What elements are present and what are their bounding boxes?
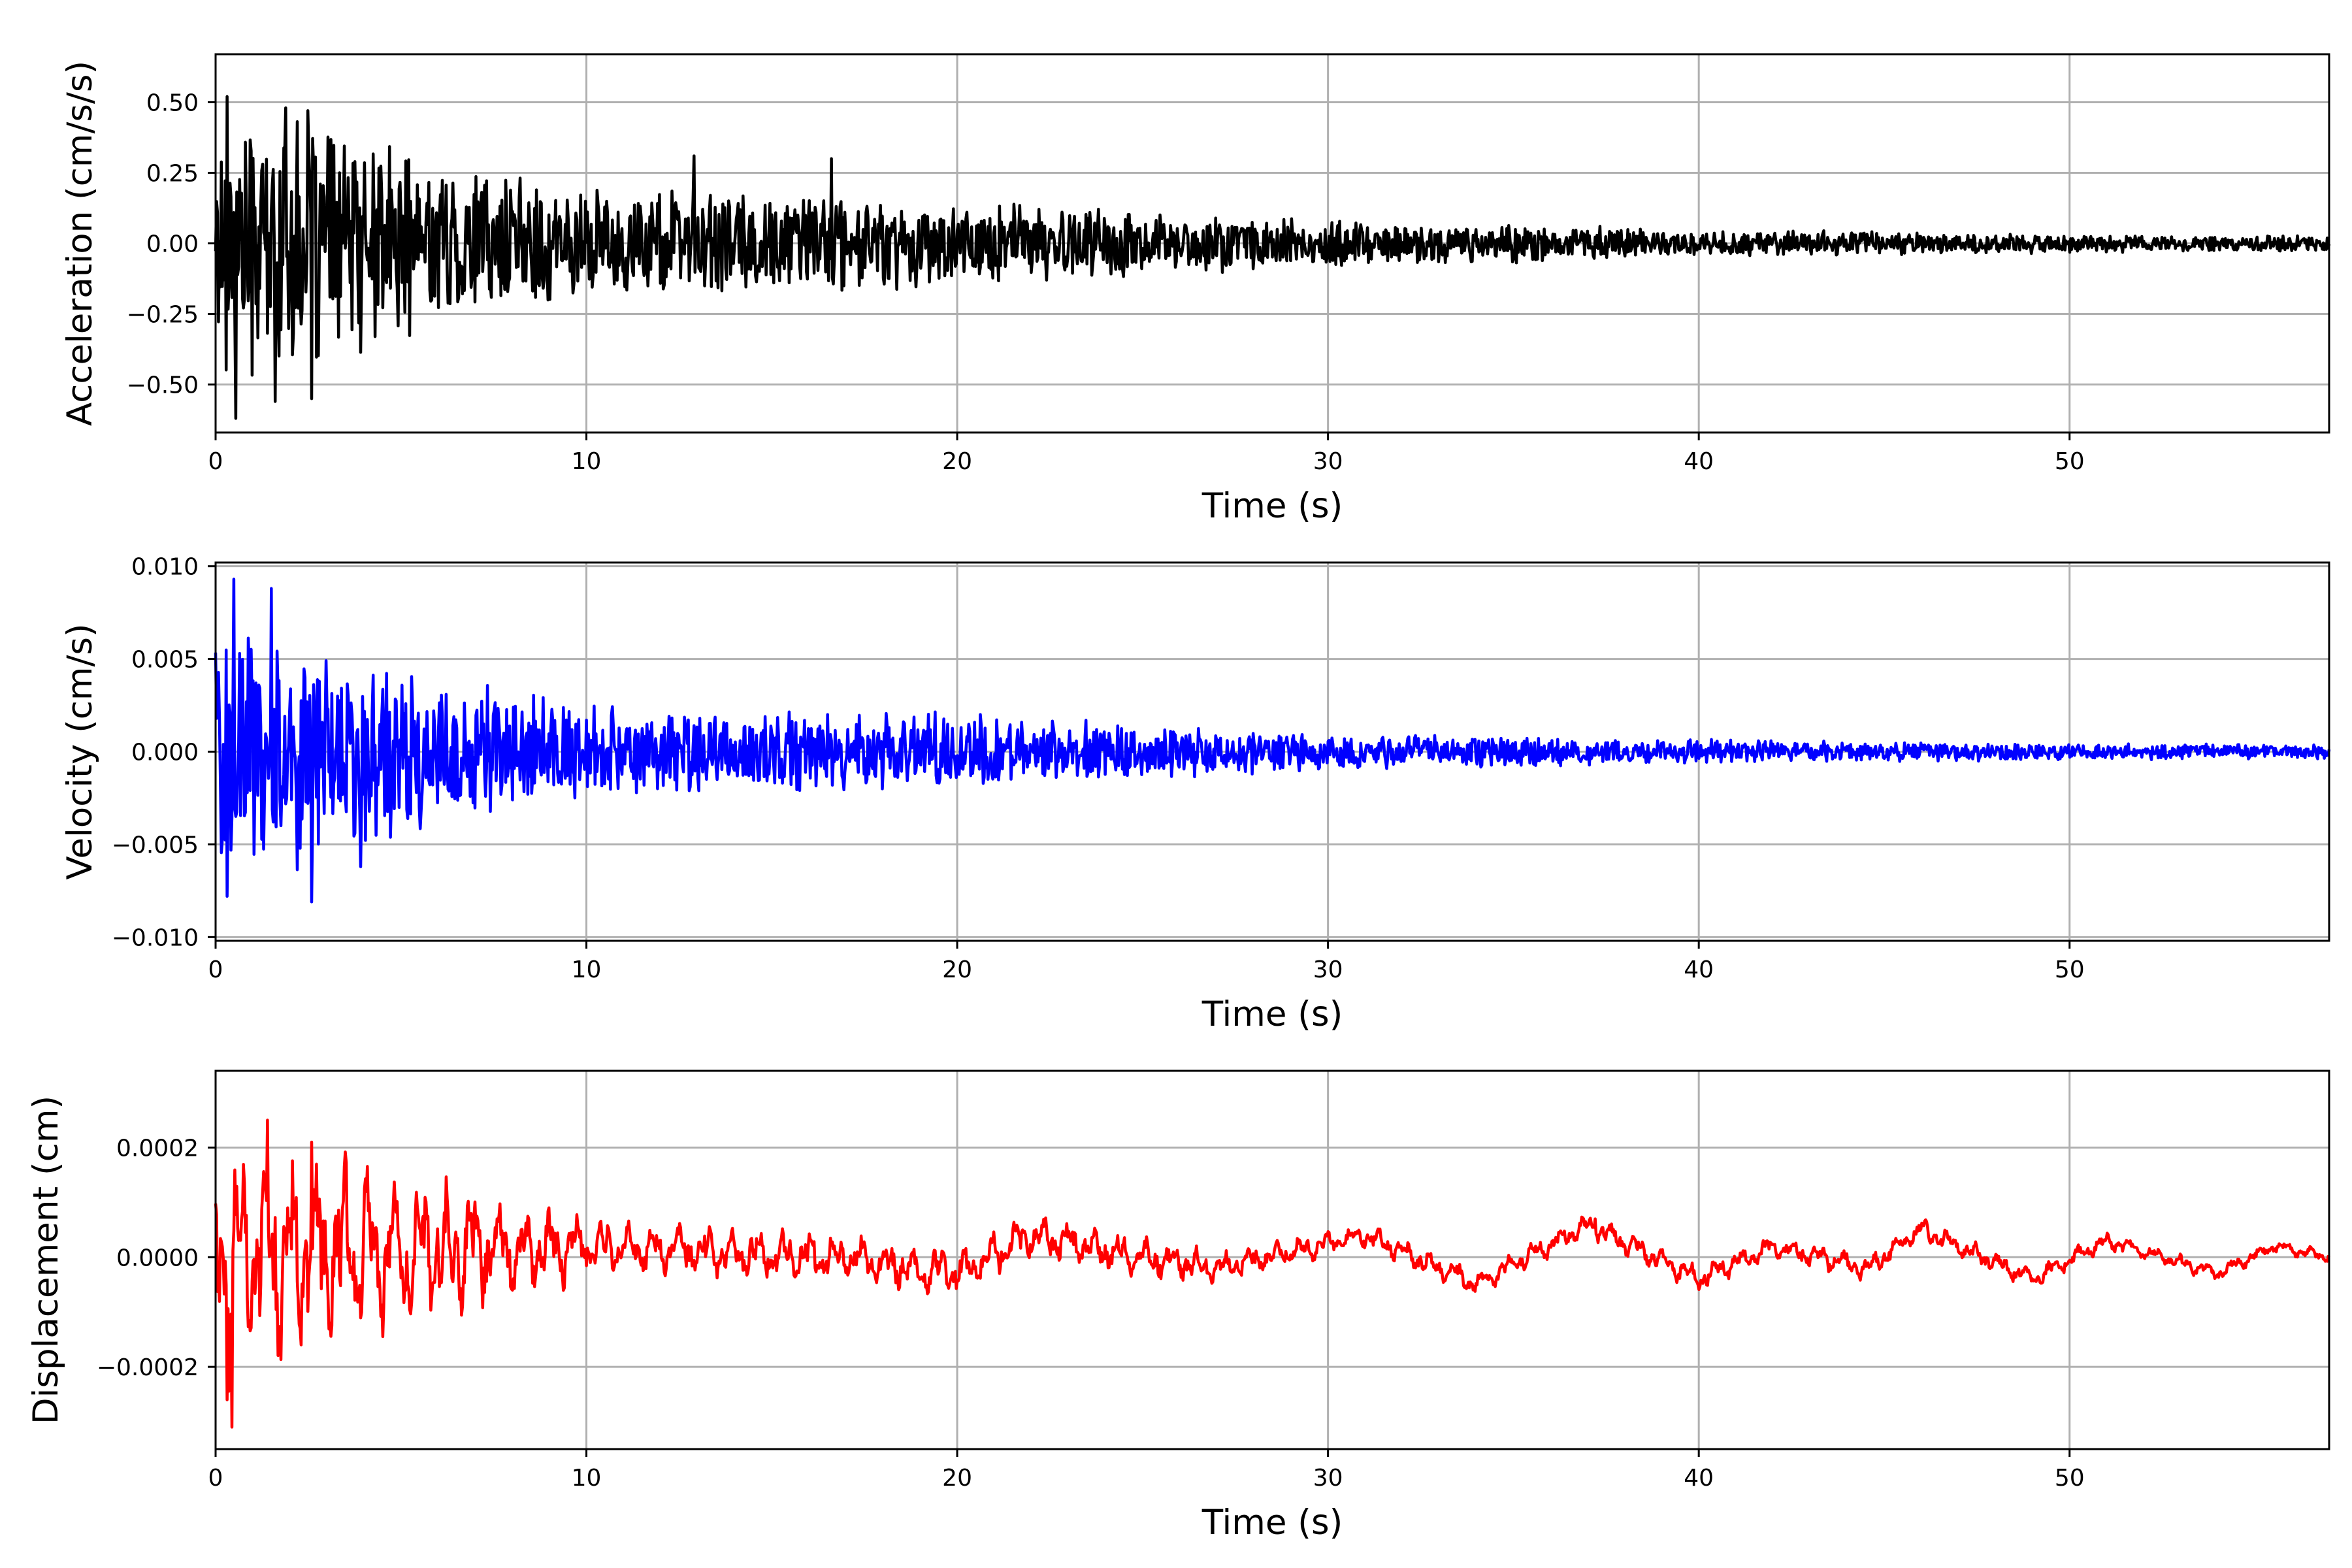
velocity-series-line <box>214 578 2331 904</box>
velocity-ytick-label: −0.005 <box>112 832 199 858</box>
velocity-panel: 0 10 20 30 40 50 −0.010 −0.005 0.000 0.005 0.010 Ti… <box>60 554 2331 1034</box>
displacement-xtick-label: 50 <box>2055 1465 2085 1492</box>
acceleration-ytick-label: −0.25 <box>127 302 199 329</box>
displacement-ytick-label: 0.0000 <box>116 1245 199 1271</box>
velocity-xtick-label: 20 <box>942 956 972 983</box>
displacement-axes-frame <box>214 1070 2330 1450</box>
acceleration-xtick-label: 20 <box>942 448 972 475</box>
velocity-ytick-label: −0.010 <box>112 924 199 951</box>
displacement-xtick-label: 40 <box>1684 1465 1714 1492</box>
acceleration-xtick-label: 30 <box>1313 448 1343 475</box>
velocity-xaxis-label: Time (s) <box>1201 994 1343 1034</box>
displacement-xtick-label: 20 <box>942 1465 972 1492</box>
displacement-panel: 0 10 20 30 40 50 −0.0002 0.0000 0.0002 Time (s) Di… <box>26 1070 2330 1543</box>
acceleration-xtick-label: 0 <box>208 448 223 475</box>
velocity-xtick-label: 50 <box>2055 956 2085 983</box>
acceleration-panel: 0 10 20 30 40 50 −0.50 −0.25 0.00 0.25 0.50 Time (s… <box>60 53 2331 526</box>
acceleration-xtick-label: 50 <box>2055 448 2085 475</box>
velocity-xtick-label: 10 <box>572 956 602 983</box>
acceleration-xtick-label: 10 <box>572 448 602 475</box>
acceleration-ytick-label: −0.50 <box>127 372 199 399</box>
displacement-ytick-label: 0.0002 <box>116 1135 199 1162</box>
displacement-xtick-label: 10 <box>572 1465 602 1492</box>
acceleration-xaxis-label: Time (s) <box>1201 486 1343 526</box>
displacement-xaxis-label: Time (s) <box>1201 1503 1343 1543</box>
acceleration-yaxis-label: Acceleration (cm/s/s) <box>60 61 100 426</box>
velocity-ytick-label: 0.010 <box>131 554 199 581</box>
displacement-yaxis-label: Displacement (cm) <box>26 1096 66 1424</box>
velocity-xtick-label: 30 <box>1313 956 1343 983</box>
velocity-xtick-label: 40 <box>1684 956 1714 983</box>
velocity-ytick-label: 0.000 <box>131 740 199 766</box>
displacement-ytick-label: −0.0002 <box>97 1354 199 1381</box>
velocity-xtick-label: 0 <box>208 956 223 983</box>
acceleration-ytick-label: 0.50 <box>146 90 199 116</box>
velocity-yaxis-label: Velocity (cm/s) <box>60 623 100 879</box>
displacement-xtick-label: 0 <box>208 1465 223 1492</box>
acceleration-ytick-label: 0.00 <box>146 231 199 258</box>
displacement-xtick-label: 30 <box>1313 1465 1343 1492</box>
acceleration-xtick-label: 40 <box>1684 448 1714 475</box>
acceleration-series-line <box>214 95 2331 420</box>
velocity-ytick-label: 0.005 <box>131 647 199 674</box>
displacement-series-line <box>214 1119 2330 1429</box>
acceleration-ytick-label: 0.25 <box>146 160 199 187</box>
